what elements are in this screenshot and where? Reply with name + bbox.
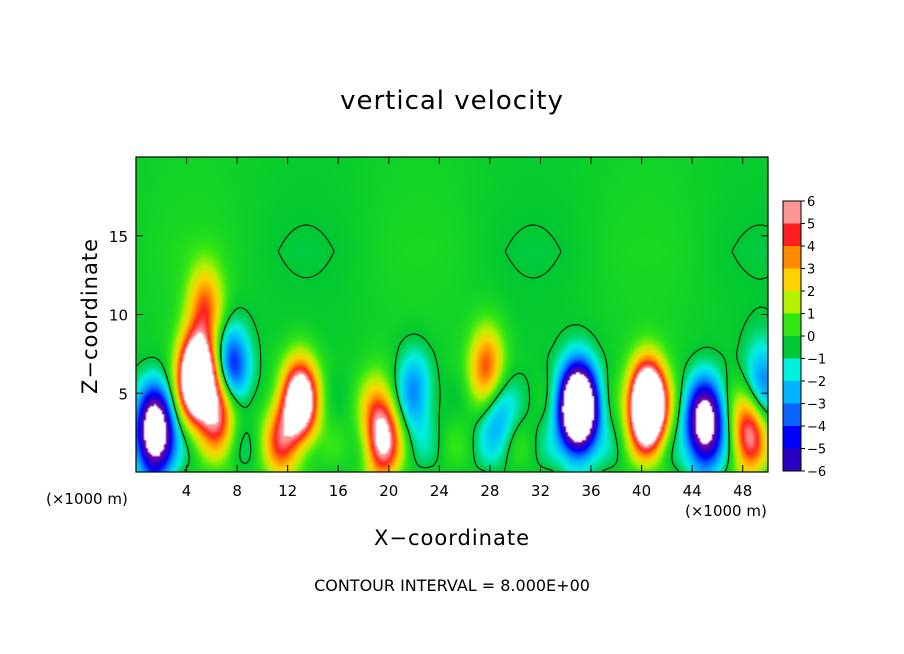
chart-title: vertical velocity	[340, 86, 564, 116]
colorbar-label-9: −3	[807, 398, 826, 413]
x-unit-label-right: (×1000 m)	[685, 502, 767, 520]
x-axis-ticks: 4 8 12 16 20 24 28 32 36 40 44 48	[182, 157, 752, 500]
colorbar-swatch-3	[783, 268, 801, 292]
colorbar-swatch-5	[783, 313, 801, 337]
y-tick-label-0: 5	[118, 385, 128, 403]
colorbar-labels: 6 5 4 3 2 1 0 −1 −2 −3 −4 −5 −6	[801, 195, 826, 480]
colorbar-label-4: 2	[807, 285, 815, 300]
colorbar-swatch-7	[783, 358, 801, 382]
colorbar-label-12: −6	[807, 465, 826, 480]
colorbar-label-1: 5	[807, 218, 815, 233]
x-tick-label-11: 48	[733, 482, 752, 500]
heatmap-image	[136, 157, 768, 472]
colorbar-label-7: −1	[807, 353, 826, 368]
x-tick-label-1: 8	[232, 482, 242, 500]
colorbar-label-6: 0	[807, 330, 815, 345]
x-unit-label-left: (×1000 m)	[46, 490, 128, 508]
x-tick-label-0: 4	[182, 482, 192, 500]
colorbar-swatches	[783, 201, 801, 472]
x-tick-label-9: 40	[632, 482, 651, 500]
colorbar-label-2: 4	[807, 240, 815, 255]
colorbar-label-3: 3	[807, 263, 815, 278]
y-axis-ticks: 5 10 15	[109, 228, 768, 403]
y-axis-label: Z−coordinate	[78, 238, 102, 394]
colorbar-swatch-6	[783, 336, 801, 359]
colorbar-swatch-4	[783, 291, 801, 314]
colorbar-label-11: −5	[807, 443, 826, 458]
x-tick-label-3: 16	[329, 482, 348, 500]
colorbar-swatch-2	[783, 246, 801, 269]
y-tick-label-1: 10	[109, 307, 128, 325]
x-tick-label-7: 32	[531, 482, 550, 500]
colorbar-swatch-1	[783, 223, 801, 247]
contour-zero	[136, 224, 768, 472]
x-tick-label-5: 24	[430, 482, 449, 500]
y-tick-label-2: 15	[109, 228, 128, 246]
x-tick-label-6: 28	[480, 482, 499, 500]
colorbar-swatch-8	[783, 381, 801, 404]
x-tick-label-2: 12	[278, 482, 297, 500]
contour-interval-note: CONTOUR INTERVAL = 8.000E+00	[314, 576, 590, 595]
colorbar-label-8: −2	[807, 375, 826, 390]
heatmap-field	[136, 157, 768, 472]
colorbar-swatch-10	[783, 426, 801, 449]
colorbar-label-0: 6	[807, 195, 815, 210]
colorbar: 6 5 4 3 2 1 0 −1 −2 −3 −4 −5 −6	[782, 195, 826, 480]
x-tick-label-10: 44	[683, 482, 702, 500]
colorbar-label-10: −4	[807, 420, 826, 435]
x-tick-label-8: 36	[581, 482, 600, 500]
contour-lines	[136, 224, 768, 472]
colorbar-swatch-0	[783, 201, 801, 224]
x-axis-label: X−coordinate	[374, 526, 530, 550]
colorbar-swatch-9	[783, 403, 801, 427]
colorbar-label-5: 1	[807, 308, 815, 323]
x-tick-label-4: 20	[379, 482, 398, 500]
colorbar-swatch-11	[783, 448, 801, 472]
